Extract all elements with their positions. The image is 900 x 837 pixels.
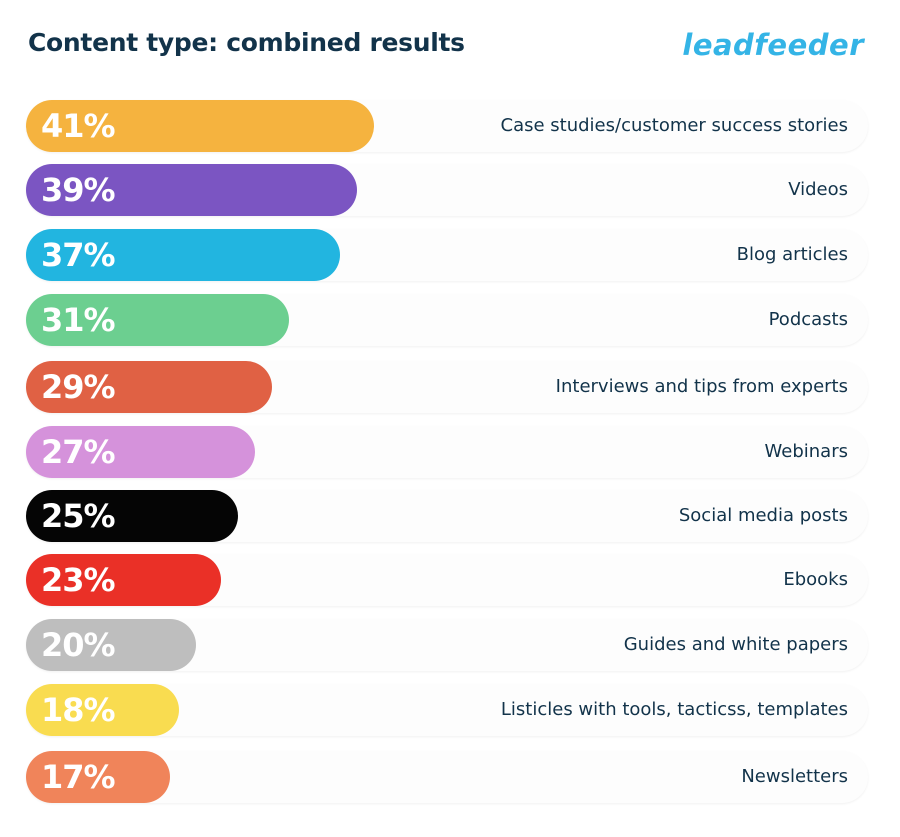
- bar: 31%: [26, 294, 289, 346]
- category-label: Newsletters: [741, 766, 848, 787]
- category-label: Podcasts: [768, 309, 848, 330]
- bar-row: 37% Blog articles: [26, 229, 868, 281]
- bar-value-label: 27%: [41, 433, 116, 471]
- bar-value-label: 41%: [41, 107, 116, 145]
- category-label: Webinars: [764, 441, 848, 462]
- category-label: Ebooks: [783, 569, 848, 590]
- bar: 29%: [26, 361, 272, 413]
- leadfeeder-logo: leadfeeder: [682, 28, 864, 62]
- category-label: Videos: [788, 179, 848, 200]
- bar-value-label: 31%: [41, 301, 116, 339]
- chart-title: Content type: combined results: [28, 28, 465, 57]
- bar-row: 39% Videos: [26, 164, 868, 216]
- bar-value-label: 29%: [41, 368, 116, 406]
- bar-value-label: 25%: [41, 497, 116, 535]
- category-label: Guides and white papers: [623, 634, 848, 655]
- category-label: Case studies/customer success stories: [500, 115, 848, 136]
- bar-value-label: 18%: [41, 691, 116, 729]
- category-label: Interviews and tips from experts: [555, 376, 848, 397]
- bar-value-label: 23%: [41, 561, 116, 599]
- bar-value-label: 20%: [41, 626, 116, 664]
- bar-row: 31% Podcasts: [26, 294, 868, 346]
- category-label: Blog articles: [736, 244, 848, 265]
- bar-row: 27% Webinars: [26, 426, 868, 478]
- bar-row: 20% Guides and white papers: [26, 619, 868, 671]
- bar-row: 17% Newsletters: [26, 751, 868, 803]
- bar-value-label: 17%: [41, 758, 116, 796]
- bar: 41%: [26, 100, 374, 152]
- bar-row: 29% Interviews and tips from experts: [26, 361, 868, 413]
- bar-value-label: 37%: [41, 236, 116, 274]
- bar-row: 25% Social media posts: [26, 490, 868, 542]
- category-label: Social media posts: [678, 505, 848, 526]
- bar: 25%: [26, 490, 238, 542]
- bar-row: 41% Case studies/customer success stories: [26, 100, 868, 152]
- bar-value-label: 39%: [41, 171, 116, 209]
- bar: 17%: [26, 751, 170, 803]
- bar-row: 23% Ebooks: [26, 554, 868, 606]
- bar: 18%: [26, 684, 179, 736]
- bar: 37%: [26, 229, 340, 281]
- bar: 23%: [26, 554, 221, 606]
- bar: 39%: [26, 164, 357, 216]
- bar-row: 18% Listicles with tools, tacticss, templ…: [26, 684, 868, 736]
- category-label: Listicles with tools, tacticss, template…: [500, 699, 848, 720]
- bar: 27%: [26, 426, 255, 478]
- bar: 20%: [26, 619, 196, 671]
